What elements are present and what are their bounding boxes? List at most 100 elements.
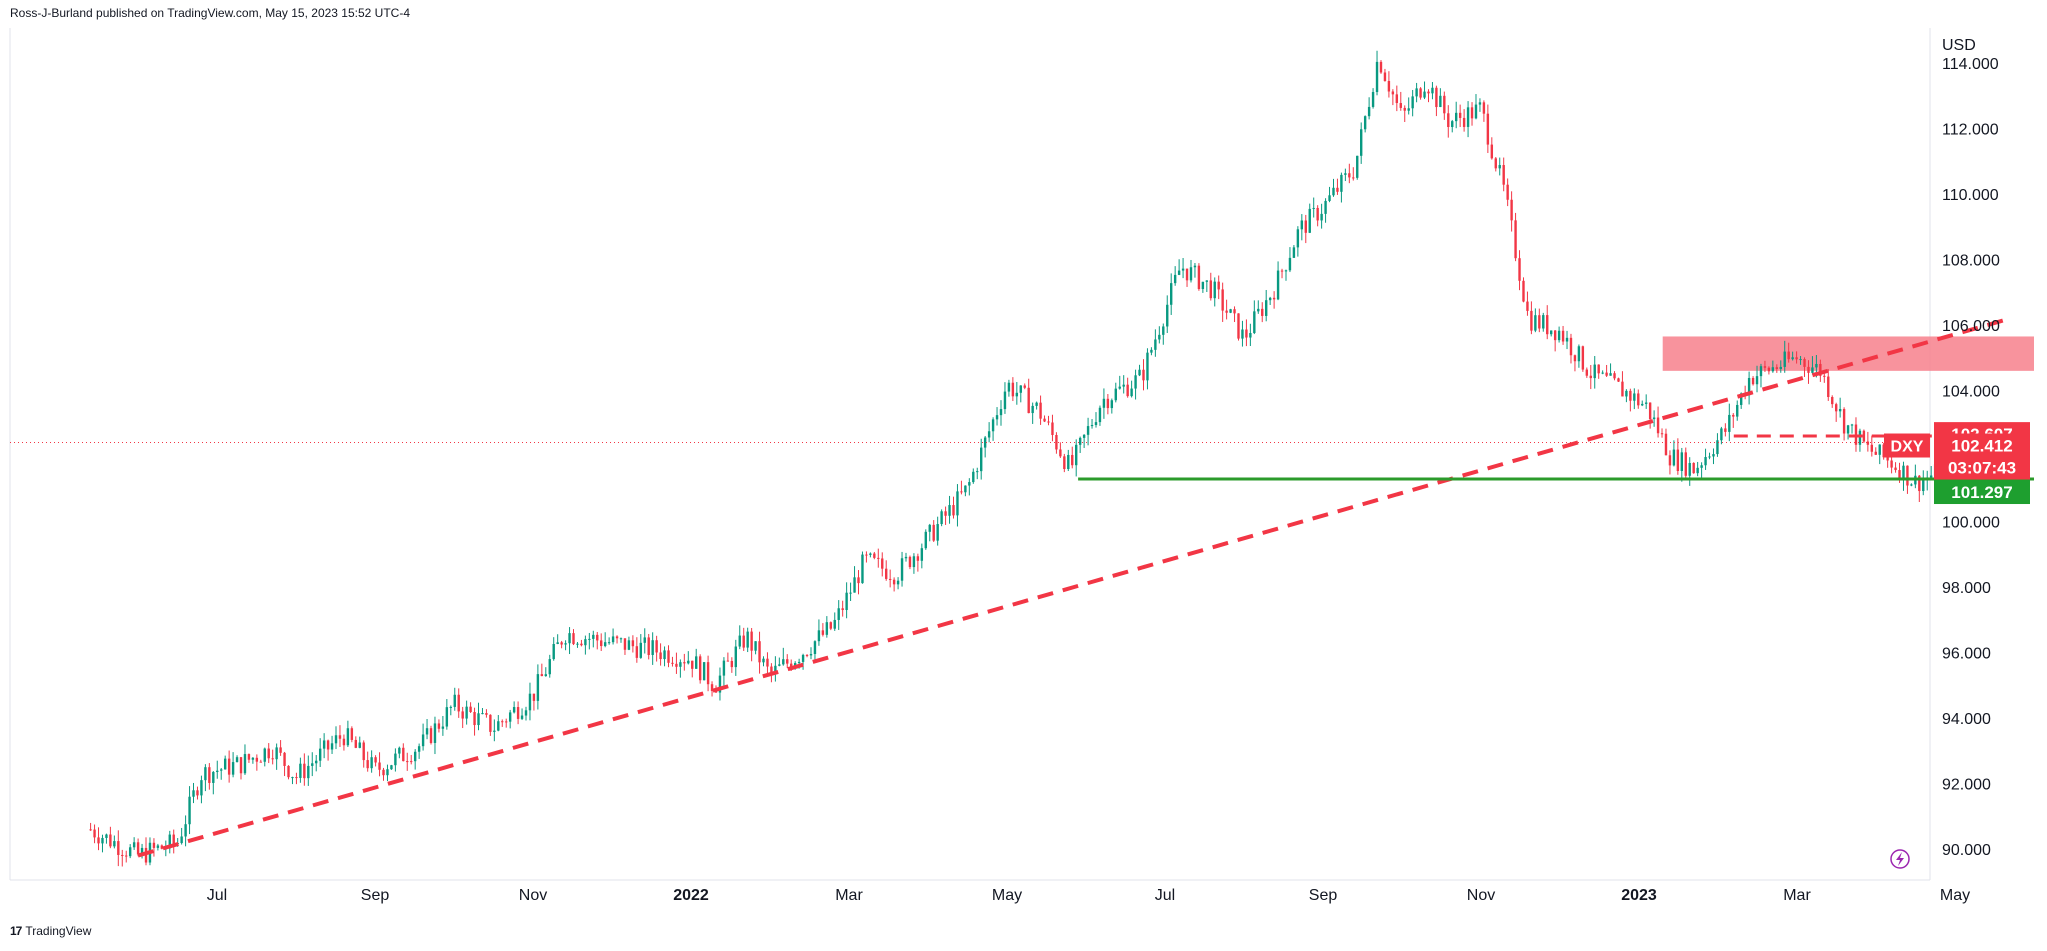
candle-body (1312, 207, 1315, 209)
candle-body (1284, 270, 1288, 272)
candle-body (243, 754, 247, 774)
candle-body (619, 638, 623, 640)
candle-body (255, 757, 259, 762)
candle-body (1217, 281, 1220, 290)
candle-body (687, 660, 690, 664)
candle-body (1082, 434, 1086, 438)
candle-body (671, 662, 674, 664)
candle-body (362, 742, 365, 761)
time-tick-label: Nov (1467, 887, 1495, 904)
candle-body (900, 558, 904, 581)
candle-body (730, 660, 734, 668)
candle-body (1261, 308, 1264, 316)
candle-body (93, 829, 96, 838)
candle-body (1530, 310, 1533, 331)
candle-body (1403, 107, 1406, 111)
candle-body (350, 728, 354, 740)
candle-body (797, 661, 801, 664)
candle-body (140, 847, 144, 855)
candle-body (1443, 95, 1446, 114)
label-101297-bg (1934, 480, 2030, 505)
candle-body (833, 619, 836, 629)
candle-body (964, 485, 967, 493)
candle-body (1807, 366, 1810, 373)
candle-body (1213, 281, 1216, 299)
candle-body (1518, 258, 1521, 281)
candle-body (180, 836, 183, 844)
candle-body (1170, 283, 1173, 305)
candle-body (1783, 351, 1786, 367)
candle-body (259, 761, 263, 763)
candle-body (663, 650, 666, 660)
candle-body (904, 556, 908, 559)
candle-body (223, 758, 227, 770)
candle-body (944, 511, 947, 516)
candle-body (1031, 405, 1034, 414)
candle-body (1225, 310, 1228, 313)
candle-body (1546, 315, 1549, 335)
currency-label: USD (1942, 37, 1976, 54)
trendline (137, 316, 2011, 858)
candle-body (544, 674, 547, 677)
candle-body (754, 641, 757, 651)
candle-body (1264, 300, 1268, 316)
price-tick-label: 114.000 (1942, 56, 1999, 73)
candle-body (247, 754, 251, 760)
candle-body (1288, 257, 1292, 271)
candle-body (1549, 330, 1553, 335)
candle-body (1411, 96, 1414, 109)
price-tick-label: 108.000 (1942, 253, 2000, 270)
candle-body (1379, 61, 1383, 73)
candle-body (1573, 355, 1577, 362)
candle-body (1447, 113, 1450, 128)
candle-body (956, 491, 959, 516)
candle-body (1668, 455, 1672, 466)
candle-body (1221, 289, 1224, 311)
candle-body (1458, 112, 1462, 118)
candle-body (136, 842, 140, 855)
candle-body (220, 769, 223, 771)
candle-body (1890, 460, 1893, 468)
candle-body (928, 524, 931, 532)
candle-body (1712, 454, 1715, 457)
candle-body (588, 638, 591, 640)
candle-body (1098, 407, 1102, 423)
candle-body (326, 740, 330, 750)
candle-body (790, 663, 793, 669)
candle-body (1257, 308, 1260, 312)
candle-body (184, 824, 187, 837)
time-tick-label: Sep (361, 887, 390, 904)
lightning-icon[interactable] (1890, 849, 1910, 869)
candle-body (1470, 107, 1474, 119)
candle-body (1613, 373, 1616, 379)
candle-body (940, 511, 943, 525)
time-tick-label: Mar (835, 887, 863, 904)
candle-body (1003, 391, 1007, 410)
time-axis[interactable]: Jul Sep Nov 2022 Mar May Jul Sep Nov 2023 Mar May (207, 887, 1970, 904)
candle-body (251, 757, 255, 760)
candle-body (1878, 444, 1881, 455)
candle-body (1502, 165, 1505, 185)
candle-body (841, 608, 844, 611)
candle-body (1237, 313, 1240, 339)
candle-body (390, 765, 393, 770)
candle-body (1510, 199, 1513, 221)
candle-body (1142, 369, 1145, 381)
candle-body (548, 659, 551, 675)
candle-body (1415, 88, 1418, 97)
candle-body (631, 640, 635, 647)
candle-body (303, 763, 306, 779)
candle-body (1094, 422, 1098, 426)
candle-body (212, 772, 215, 783)
candle-body (330, 743, 334, 750)
candle-body (560, 642, 563, 645)
candle-body (1371, 92, 1375, 107)
candle-body (227, 758, 231, 775)
candle-body (1387, 81, 1391, 92)
candle-body (1126, 384, 1129, 397)
candle-body (386, 769, 389, 776)
candle-body (204, 767, 207, 781)
price-axis[interactable]: USD 90.000 92.000 94.000 96.000 98.000 100.000… (1942, 37, 2000, 859)
candle-body (825, 622, 829, 635)
